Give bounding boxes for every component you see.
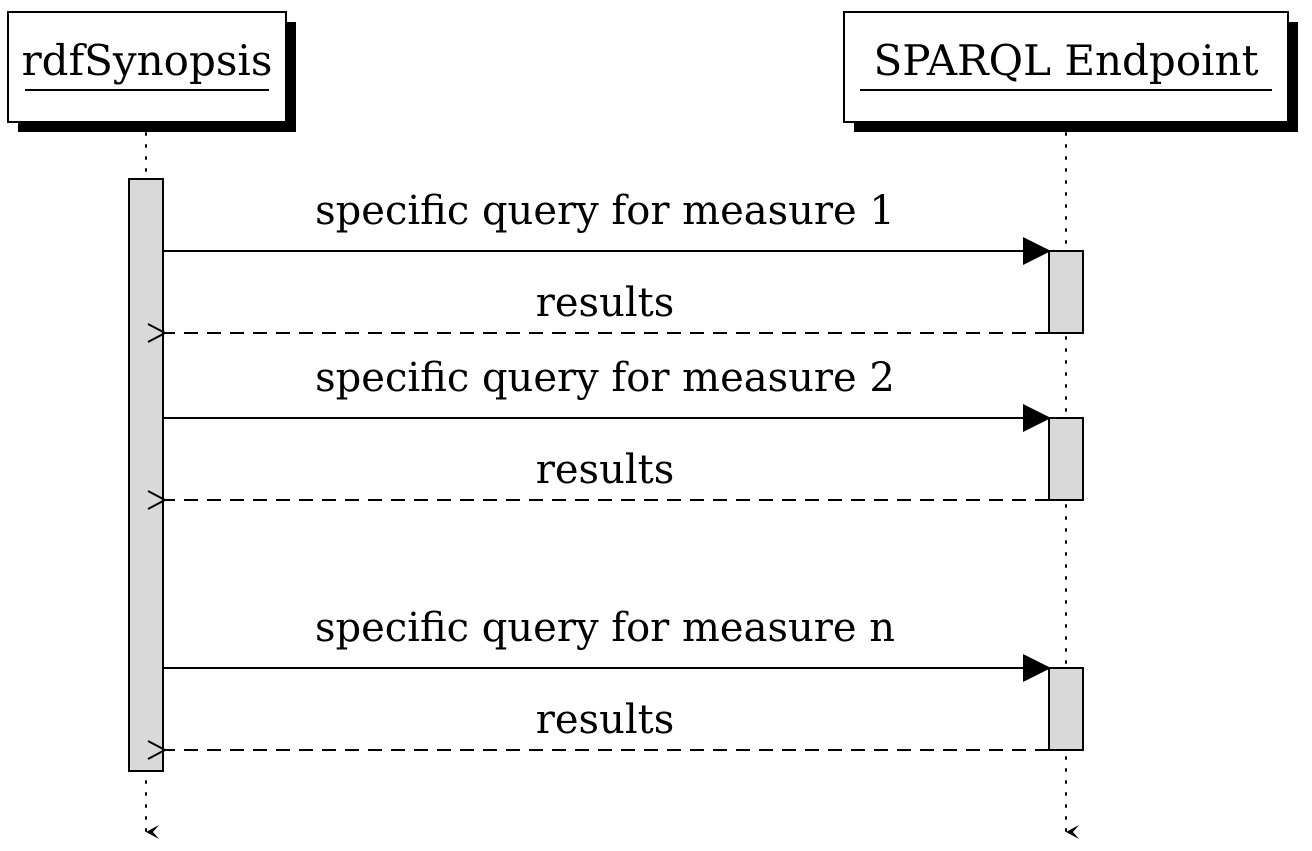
activation-bar-rdfsynopsis [129, 179, 163, 771]
message-label-query-1: specific query for measure 1 [315, 188, 895, 234]
participant-rdfsynopsis: rdfSynopsis [8, 12, 296, 132]
message-label-results-n: results [536, 697, 674, 743]
participant-label-rdfsynopsis: rdfSynopsis [22, 36, 273, 85]
participant-sparql-endpoint: SPARQL Endpoint [844, 12, 1298, 132]
message-label-results-1: results [536, 280, 674, 326]
activation-bar-endpoint-1 [1049, 251, 1083, 333]
message-label-query-n: specific query for measure n [315, 605, 895, 651]
activation-bar-endpoint-2 [1049, 418, 1083, 500]
message-label-results-2: results [536, 447, 674, 493]
activation-bar-endpoint-3 [1049, 668, 1083, 750]
message-label-query-2: specific query for measure 2 [315, 355, 895, 401]
participant-label-sparql-endpoint: SPARQL Endpoint [874, 36, 1259, 85]
